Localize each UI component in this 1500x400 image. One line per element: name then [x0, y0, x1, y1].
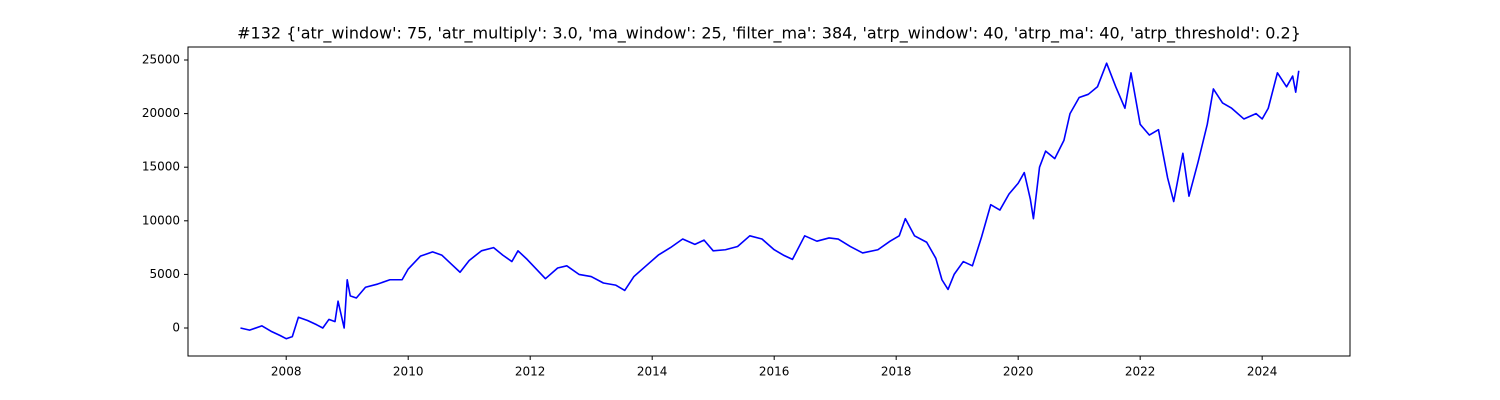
x-tick-label: 2016: [759, 365, 790, 379]
y-tick-label: 10000: [142, 213, 180, 227]
y-tick-label: 20000: [142, 106, 180, 120]
x-tick-label: 2018: [881, 365, 912, 379]
x-tick-label: 2014: [637, 365, 668, 379]
x-tick-label: 2010: [393, 365, 424, 379]
y-tick-label: 0: [172, 320, 180, 334]
x-tick-label: 2008: [271, 365, 302, 379]
y-tick-label: 25000: [142, 53, 180, 67]
y-tick-label: 5000: [149, 267, 180, 281]
x-tick-label: 2012: [515, 365, 546, 379]
x-tick-label: 2024: [1247, 365, 1278, 379]
x-tick-label: 2022: [1125, 365, 1156, 379]
series-line: [240, 62, 1300, 340]
axes-frame: [187, 46, 1351, 357]
x-tick-label: 2020: [1003, 365, 1034, 379]
chart-title: #132 {'atr_window': 75, 'atr_multiply': …: [237, 24, 1301, 44]
y-tick-label: 15000: [142, 160, 180, 174]
